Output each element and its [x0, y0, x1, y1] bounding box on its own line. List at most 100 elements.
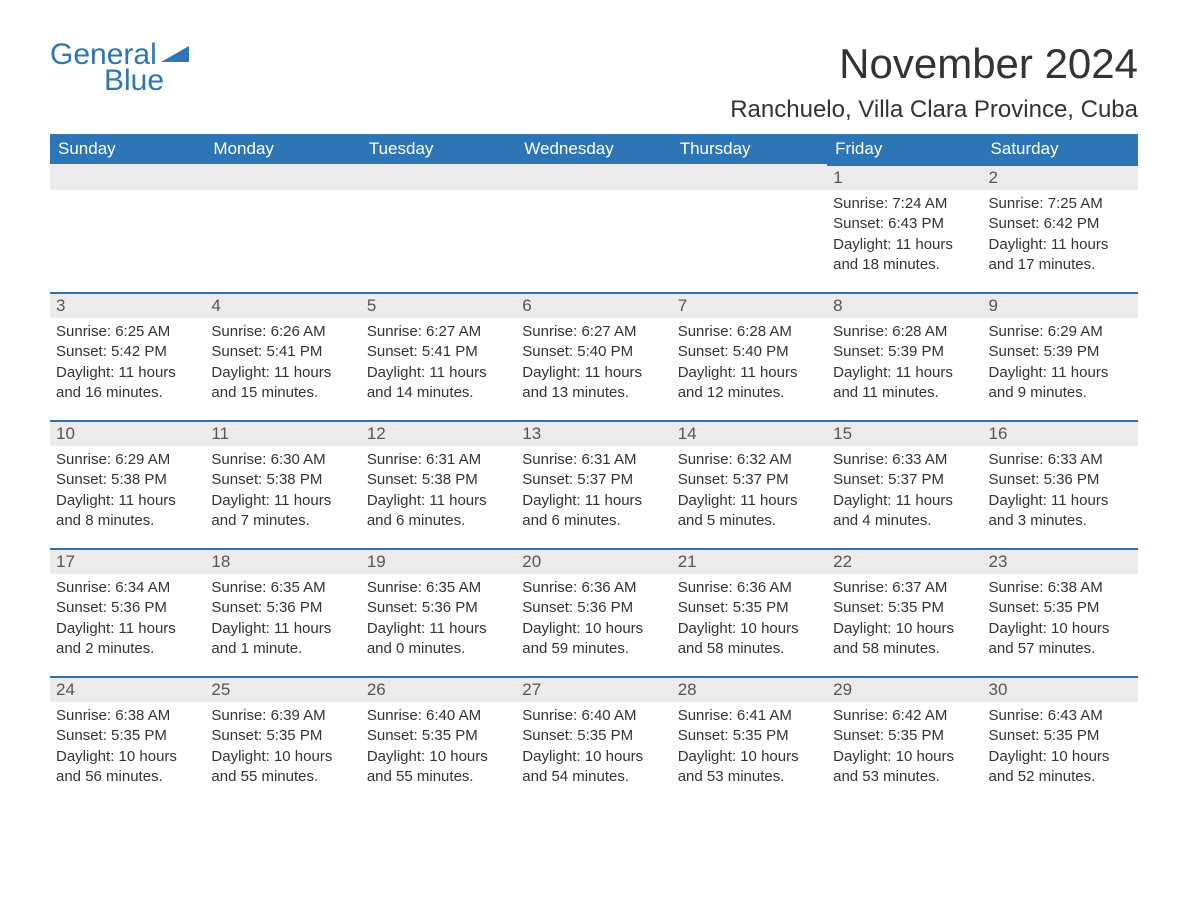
- calendar-day-cell: 9Sunrise: 6:29 AMSunset: 5:39 PMDaylight…: [983, 292, 1138, 420]
- weekday-header: Sunday: [50, 134, 205, 164]
- day-number: 17: [50, 550, 205, 574]
- daylight-line: Daylight: 10 hours and 52 minutes.: [989, 747, 1132, 788]
- sunset-line: Sunset: 5:37 PM: [833, 470, 976, 490]
- calendar-day-cell: 3Sunrise: 6:25 AMSunset: 5:42 PMDaylight…: [50, 292, 205, 420]
- day-details: Sunrise: 6:41 AMSunset: 5:35 PMDaylight:…: [672, 702, 827, 787]
- daylight-line: Daylight: 10 hours and 57 minutes.: [989, 619, 1132, 660]
- month-title: November 2024: [730, 40, 1138, 88]
- day-number: 7: [672, 294, 827, 318]
- sunrise-line: Sunrise: 6:39 AM: [211, 706, 354, 726]
- sunrise-line: Sunrise: 7:25 AM: [989, 194, 1132, 214]
- calendar-table: Sunday Monday Tuesday Wednesday Thursday…: [50, 134, 1138, 804]
- sunset-line: Sunset: 5:40 PM: [678, 342, 821, 362]
- sunrise-line: Sunrise: 6:31 AM: [522, 450, 665, 470]
- day-number: 27: [516, 678, 671, 702]
- sunset-line: Sunset: 5:35 PM: [678, 726, 821, 746]
- calendar-day-cell: 6Sunrise: 6:27 AMSunset: 5:40 PMDaylight…: [516, 292, 671, 420]
- weekday-header: Tuesday: [361, 134, 516, 164]
- sunrise-line: Sunrise: 6:41 AM: [678, 706, 821, 726]
- day-number: 14: [672, 422, 827, 446]
- day-number: 1: [827, 166, 982, 190]
- sunrise-line: Sunrise: 6:40 AM: [522, 706, 665, 726]
- day-number: 2: [983, 166, 1138, 190]
- daylight-line: Daylight: 10 hours and 55 minutes.: [211, 747, 354, 788]
- day-details: Sunrise: 6:33 AMSunset: 5:37 PMDaylight:…: [827, 446, 982, 531]
- weekday-header-row: Sunday Monday Tuesday Wednesday Thursday…: [50, 134, 1138, 164]
- sunrise-line: Sunrise: 6:25 AM: [56, 322, 199, 342]
- sunrise-line: Sunrise: 6:35 AM: [211, 578, 354, 598]
- day-details: Sunrise: 6:34 AMSunset: 5:36 PMDaylight:…: [50, 574, 205, 659]
- day-details: Sunrise: 7:24 AMSunset: 6:43 PMDaylight:…: [827, 190, 982, 275]
- daylight-line: Daylight: 11 hours and 15 minutes.: [211, 363, 354, 404]
- sunset-line: Sunset: 6:42 PM: [989, 214, 1132, 234]
- calendar-day-cell: 1Sunrise: 7:24 AMSunset: 6:43 PMDaylight…: [827, 164, 982, 292]
- day-details: Sunrise: 6:38 AMSunset: 5:35 PMDaylight:…: [50, 702, 205, 787]
- daylight-line: Daylight: 10 hours and 54 minutes.: [522, 747, 665, 788]
- day-number: 20: [516, 550, 671, 574]
- sunset-line: Sunset: 5:36 PM: [522, 598, 665, 618]
- sunrise-line: Sunrise: 6:35 AM: [367, 578, 510, 598]
- sunrise-line: Sunrise: 6:28 AM: [833, 322, 976, 342]
- calendar-page: General Blue November 2024 Ranchuelo, Vi…: [0, 0, 1188, 918]
- calendar-day-cell: 26Sunrise: 6:40 AMSunset: 5:35 PMDayligh…: [361, 676, 516, 804]
- calendar-day-cell: 22Sunrise: 6:37 AMSunset: 5:35 PMDayligh…: [827, 548, 982, 676]
- sunset-line: Sunset: 5:42 PM: [56, 342, 199, 362]
- day-details: Sunrise: 6:35 AMSunset: 5:36 PMDaylight:…: [361, 574, 516, 659]
- daylight-line: Daylight: 11 hours and 13 minutes.: [522, 363, 665, 404]
- day-details: Sunrise: 6:42 AMSunset: 5:35 PMDaylight:…: [827, 702, 982, 787]
- sunset-line: Sunset: 5:38 PM: [211, 470, 354, 490]
- calendar-day-cell: 4Sunrise: 6:26 AMSunset: 5:41 PMDaylight…: [205, 292, 360, 420]
- sunrise-line: Sunrise: 7:24 AM: [833, 194, 976, 214]
- day-details: Sunrise: 6:40 AMSunset: 5:35 PMDaylight:…: [361, 702, 516, 787]
- calendar-day-cell: 13 Sunrise: 6:31 AMSunset: 5:37 PMDayligh…: [516, 420, 671, 548]
- sunset-line: Sunset: 5:35 PM: [989, 598, 1132, 618]
- calendar-day-cell: 30Sunrise: 6:43 AMSunset: 5:35 PMDayligh…: [983, 676, 1138, 804]
- calendar-day-cell: 28Sunrise: 6:41 AMSunset: 5:35 PMDayligh…: [672, 676, 827, 804]
- calendar-day-cell: [516, 164, 671, 292]
- calendar-day-cell: 2Sunrise: 7:25 AMSunset: 6:42 PMDaylight…: [983, 164, 1138, 292]
- daylight-line: Daylight: 11 hours and 6 minutes.: [522, 491, 665, 532]
- calendar-day-cell: 29Sunrise: 6:42 AMSunset: 5:35 PMDayligh…: [827, 676, 982, 804]
- calendar-day-cell: [205, 164, 360, 292]
- calendar-day-cell: 11Sunrise: 6:30 AMSunset: 5:38 PMDayligh…: [205, 420, 360, 548]
- calendar-week-row: 3Sunrise: 6:25 AMSunset: 5:42 PMDaylight…: [50, 292, 1138, 420]
- day-number: 29: [827, 678, 982, 702]
- sunset-line: Sunset: 5:36 PM: [367, 598, 510, 618]
- day-details: Sunrise: 6:36 AMSunset: 5:36 PMDaylight:…: [516, 574, 671, 659]
- day-details: Sunrise: 6:30 AMSunset: 5:38 PMDaylight:…: [205, 446, 360, 531]
- calendar-day-cell: [50, 164, 205, 292]
- day-details: Sunrise: 6:35 AMSunset: 5:36 PMDaylight:…: [205, 574, 360, 659]
- daylight-line: Daylight: 11 hours and 8 minutes.: [56, 491, 199, 532]
- sunrise-line: Sunrise: 6:31 AM: [367, 450, 510, 470]
- sunrise-line: Sunrise: 6:36 AM: [678, 578, 821, 598]
- daylight-line: Daylight: 10 hours and 56 minutes.: [56, 747, 199, 788]
- day-details: Sunrise: 6:26 AMSunset: 5:41 PMDaylight:…: [205, 318, 360, 403]
- sunset-line: Sunset: 5:38 PM: [56, 470, 199, 490]
- sunrise-line: Sunrise: 6:37 AM: [833, 578, 976, 598]
- sunset-line: Sunset: 5:38 PM: [367, 470, 510, 490]
- daylight-line: Daylight: 11 hours and 6 minutes.: [367, 491, 510, 532]
- sunset-line: Sunset: 5:35 PM: [211, 726, 354, 746]
- sunrise-line: Sunrise: 6:29 AM: [989, 322, 1132, 342]
- sunset-line: Sunset: 5:36 PM: [211, 598, 354, 618]
- daylight-line: Daylight: 11 hours and 16 minutes.: [56, 363, 199, 404]
- sunset-line: Sunset: 5:40 PM: [522, 342, 665, 362]
- daylight-line: Daylight: 11 hours and 9 minutes.: [989, 363, 1132, 404]
- day-number: 21: [672, 550, 827, 574]
- daylight-line: Daylight: 11 hours and 14 minutes.: [367, 363, 510, 404]
- sunrise-line: Sunrise: 6:26 AM: [211, 322, 354, 342]
- sunset-line: Sunset: 5:37 PM: [522, 470, 665, 490]
- calendar-day-cell: 23Sunrise: 6:38 AMSunset: 5:35 PMDayligh…: [983, 548, 1138, 676]
- sunrise-line: Sunrise: 6:40 AM: [367, 706, 510, 726]
- calendar-day-cell: [672, 164, 827, 292]
- day-number: 11: [205, 422, 360, 446]
- sunrise-line: Sunrise: 6:28 AM: [678, 322, 821, 342]
- daylight-line: Daylight: 11 hours and 12 minutes.: [678, 363, 821, 404]
- sunrise-line: Sunrise: 6:32 AM: [678, 450, 821, 470]
- brand-word2: Blue: [104, 66, 189, 96]
- calendar-day-cell: 24Sunrise: 6:38 AMSunset: 5:35 PMDayligh…: [50, 676, 205, 804]
- day-details: Sunrise: 6:33 AMSunset: 5:36 PMDaylight:…: [983, 446, 1138, 531]
- sunset-line: Sunset: 5:37 PM: [678, 470, 821, 490]
- day-number: 13: [516, 422, 671, 446]
- calendar-week-row: 10Sunrise: 6:29 AMSunset: 5:38 PMDayligh…: [50, 420, 1138, 548]
